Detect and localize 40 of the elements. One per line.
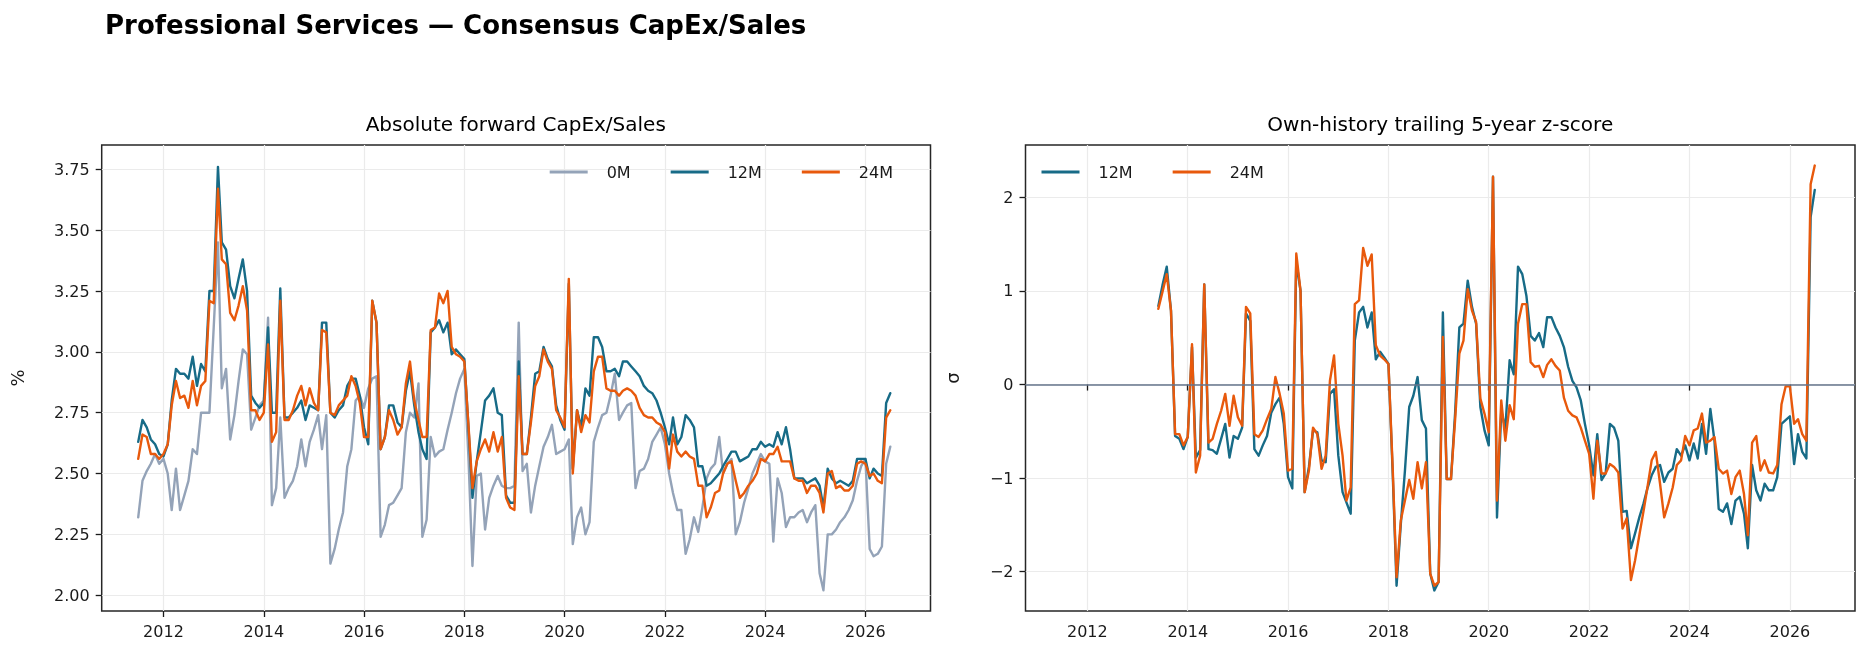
y-tick-label: 2 <box>1002 187 1013 207</box>
x-tick-label: 2026 <box>1769 621 1810 641</box>
y-tick-label: 2.75 <box>54 403 90 423</box>
x-tick-label: 2022 <box>1568 621 1610 641</box>
legend-label: 12M <box>1098 162 1133 182</box>
x-tick-label: 2014 <box>243 621 285 641</box>
y-tick-label: −1 <box>989 468 1013 488</box>
legend-label: 12M <box>727 162 762 182</box>
y-tick-label: 0 <box>1002 375 1013 395</box>
chart-title: Professional Services — Consensus CapEx/Sales <box>105 10 807 40</box>
line-series <box>137 241 892 592</box>
x-tick-label: 2016 <box>1267 621 1308 641</box>
x-tick-label: 2012 <box>1066 621 1108 641</box>
y-tick-label: 3.75 <box>54 159 90 179</box>
x-tick-label: 2018 <box>443 621 485 641</box>
y-tick-label: 2.00 <box>54 585 90 605</box>
x-tick-label: 2022 <box>644 621 686 641</box>
x-tick-label: 2024 <box>1668 621 1710 641</box>
legend-label: 0M <box>606 162 631 182</box>
y-axis-title: σ <box>941 372 963 384</box>
y-tick-label: 2.25 <box>54 524 90 544</box>
chart-subtitle: Absolute forward CapEx/Sales <box>365 112 666 136</box>
chart-title: Own-history trailing 5-year z-score <box>1266 112 1613 136</box>
y-tick-label: −2 <box>989 562 1013 582</box>
x-tick-label: 2020 <box>544 621 585 641</box>
x-tick-label: 2016 <box>343 621 385 641</box>
y-tick-label: 1 <box>1002 281 1013 301</box>
x-tick-label: 2018 <box>1367 621 1409 641</box>
y-tick-label: 3.00 <box>54 342 90 362</box>
y-tick-label: 2.50 <box>54 464 90 484</box>
legend-label: 24M <box>858 162 894 182</box>
x-tick-label: 2012 <box>143 621 184 641</box>
y-tick-label: 3.25 <box>54 281 90 301</box>
x-tick-label: 2020 <box>1467 621 1509 641</box>
x-tick-label: 2014 <box>1166 621 1208 641</box>
y-tick-label: 3.50 <box>54 220 90 240</box>
y-axis-title: % <box>6 369 28 387</box>
x-tick-label: 2026 <box>845 621 886 641</box>
legend-label: 24M <box>1229 162 1264 182</box>
x-tick-label: 2024 <box>744 621 786 641</box>
